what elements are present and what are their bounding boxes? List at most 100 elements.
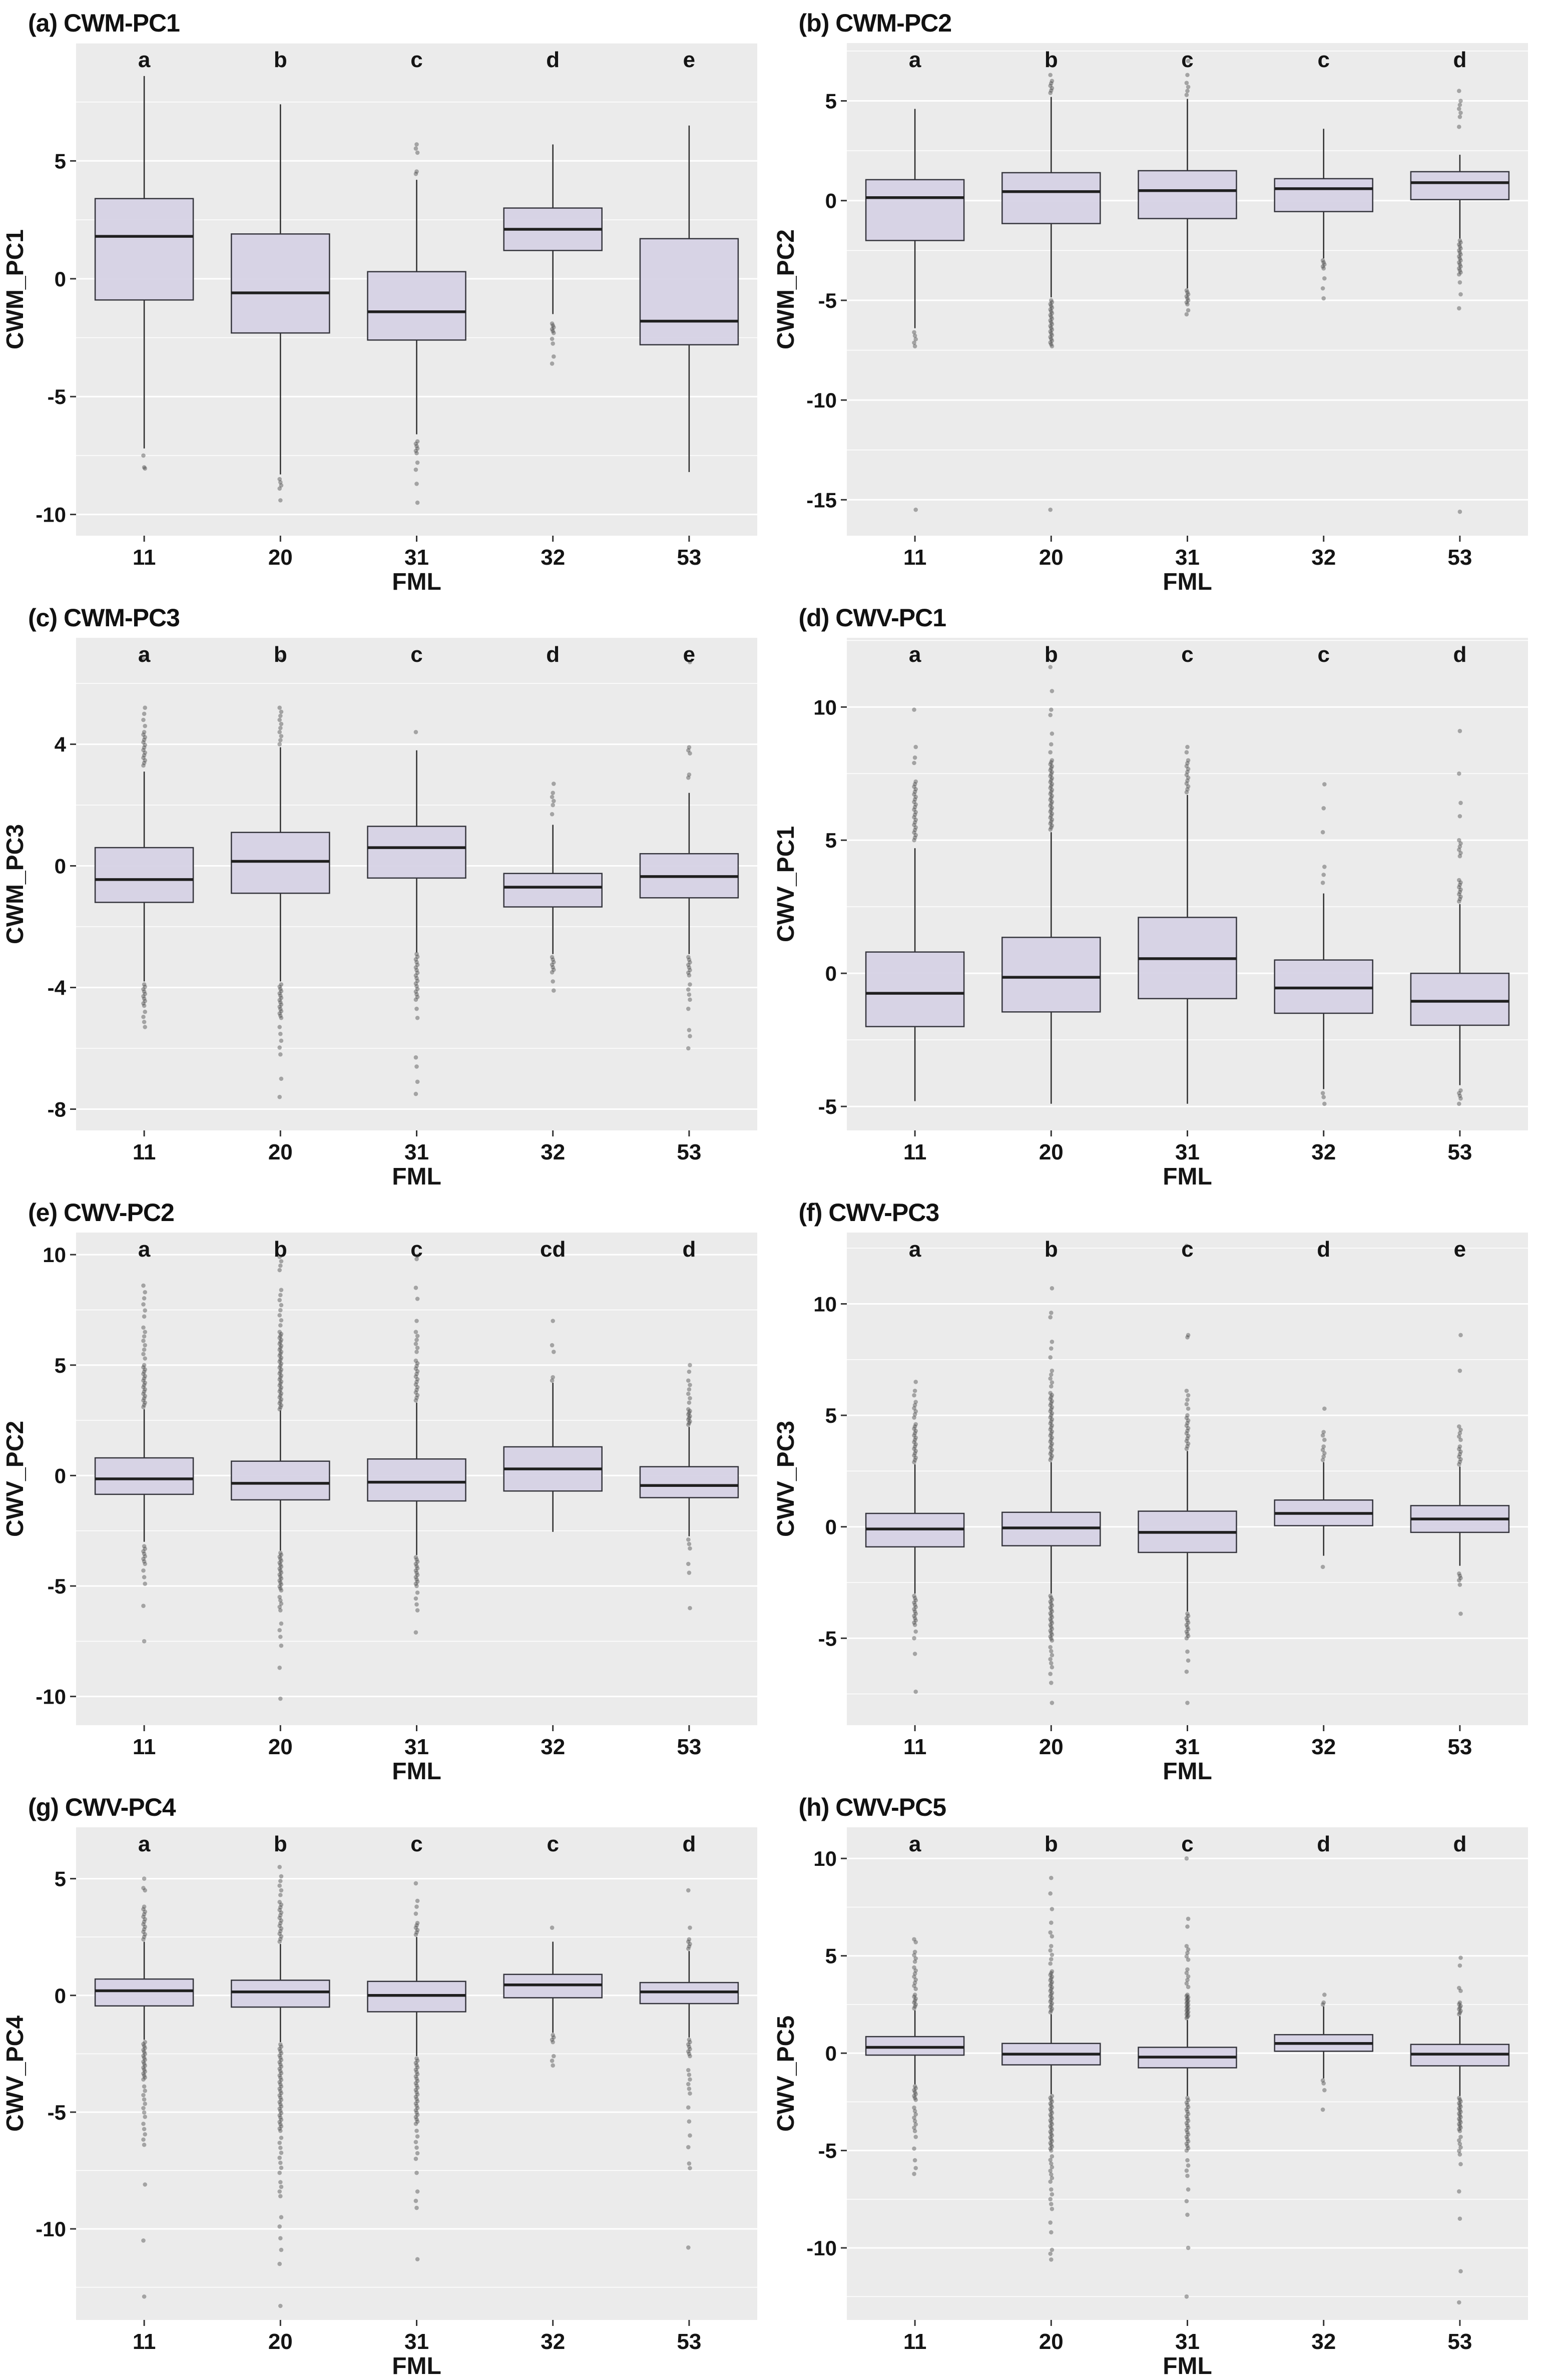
outlier-point (1184, 1623, 1189, 1627)
outlier-point (1456, 2122, 1461, 2127)
outlier-point (277, 705, 282, 710)
outlier-point (913, 1400, 918, 1404)
outlier-point (414, 952, 419, 957)
outlier-point (414, 1364, 419, 1368)
outlier-point (277, 1578, 282, 1583)
outlier-point (142, 2097, 147, 2102)
outlier-point (1050, 1399, 1054, 1404)
outlier-point (1049, 814, 1054, 818)
x-tick-label: 53 (1447, 1735, 1472, 1759)
outlier-point (1050, 1621, 1054, 1626)
outlier-point (913, 2092, 918, 2097)
outlier-point (1458, 2120, 1463, 2125)
outlier-point (142, 2142, 147, 2147)
outlier-point (912, 1949, 917, 1954)
outlier-point (1457, 883, 1462, 887)
outlier-point (414, 960, 419, 965)
outlier-point (911, 1614, 916, 1619)
outlier-point (1185, 1436, 1190, 1441)
outlier-point (1456, 266, 1461, 271)
outlier-point (277, 2155, 282, 2160)
outlier-point (686, 1939, 691, 1944)
outlier-point (1458, 2115, 1463, 2120)
x-tick-label: 20 (1039, 1735, 1063, 1759)
outlier-point (1048, 810, 1053, 814)
outlier-point (1184, 2100, 1189, 2105)
outlier-point (688, 997, 692, 1002)
outlier-point (414, 2205, 419, 2210)
outlier-point (141, 2121, 146, 2126)
outlier-point (551, 2063, 555, 2068)
outlier-point (278, 1878, 283, 1883)
outlier-point (1456, 838, 1461, 843)
outlier-point (1050, 2128, 1054, 2132)
outlier-point (1186, 766, 1190, 771)
outlier-point (279, 1343, 284, 1348)
outlier-point (1458, 1612, 1463, 1616)
outlier-point (1457, 890, 1462, 894)
x-tick-label: 31 (1175, 1735, 1200, 1759)
iqr-box (231, 233, 330, 334)
outlier-point (413, 1330, 418, 1334)
outlier-point (1186, 775, 1190, 780)
outlier-point (912, 1959, 917, 1964)
x-axis-label: FML (392, 1163, 441, 1189)
outlier-point (1184, 1629, 1189, 1634)
outlier-point (912, 782, 917, 786)
outlier-point (912, 828, 917, 833)
outlier-point (1320, 2002, 1325, 2007)
outlier-point (912, 1616, 917, 1621)
outlier-point (277, 1907, 282, 1912)
outlier-point (1457, 2129, 1462, 2134)
y-axis-label: CWV_PC1 (773, 826, 799, 942)
outlier-point (141, 1398, 146, 1403)
outlier-point (913, 1380, 918, 1384)
panel-background (76, 1827, 757, 2320)
outlier-point (550, 1378, 555, 1383)
x-tick-label: 11 (133, 1140, 156, 1164)
outlier-point (279, 1558, 284, 1563)
outlier-point (142, 1363, 147, 1368)
outlier-point (278, 2236, 283, 2241)
outlier-point (1456, 2117, 1461, 2121)
outlier-point (1457, 115, 1462, 119)
outlier-point (1456, 272, 1461, 277)
outlier-point (141, 2137, 146, 2142)
outlier-point (686, 1946, 691, 1951)
outlier-point (141, 2042, 146, 2047)
outlier-point (1048, 804, 1053, 808)
outlier-point (279, 2071, 284, 2076)
outlier-point (688, 1419, 692, 1424)
panel-title-e: (e) CWV-PC2 (28, 1199, 175, 1227)
outlier-point (1049, 777, 1054, 782)
outlier-point (1322, 1993, 1327, 1997)
outlier-point (911, 784, 916, 789)
outlier-point (277, 2053, 282, 2058)
outlier-point (1048, 2168, 1053, 2173)
outlier-point (142, 1912, 147, 1916)
outlier-point (278, 987, 283, 991)
outlier-point (688, 1546, 692, 1551)
outlier-point (1049, 1401, 1054, 1406)
outlier-point (142, 2110, 147, 2115)
outlier-point (279, 1038, 284, 1043)
outlier-point (912, 2158, 917, 2163)
outlier-point (1457, 2000, 1462, 2005)
outlier-point (1320, 2078, 1325, 2083)
significance-letter: c (410, 48, 422, 72)
outlier-point (278, 1013, 283, 1018)
outlier-point (278, 1381, 283, 1386)
outlier-point (1457, 268, 1462, 273)
y-tick-label: 5 (825, 829, 836, 852)
outlier-point (142, 1551, 147, 1556)
outlier-point (278, 1892, 283, 1897)
outlier-point (687, 2045, 692, 2049)
outlier-point (414, 1923, 419, 1928)
outlier-point (1049, 331, 1054, 336)
outlier-point (1457, 256, 1462, 261)
outlier-point (1050, 2105, 1054, 2110)
outlier-point (1048, 1415, 1053, 1420)
outlier-point (278, 1913, 283, 1917)
outlier-point (1458, 841, 1463, 846)
outlier-point (414, 2076, 419, 2081)
